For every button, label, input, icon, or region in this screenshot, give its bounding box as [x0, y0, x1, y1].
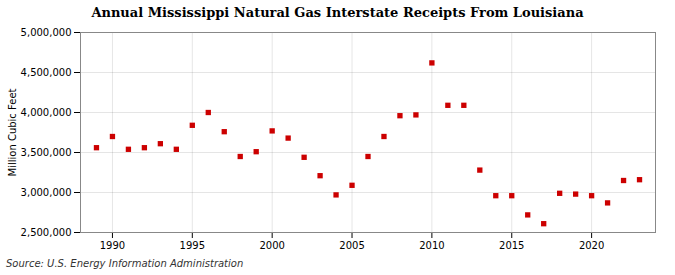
html-text:Source: U.S. Energy Informatio: Source: U.S. Energy Information Administ… — [6, 258, 244, 269]
svg-text:2000: 2000 — [259, 240, 284, 251]
svg-text:1990: 1990 — [100, 240, 125, 251]
svg-text:4,500,000: 4,500,000 — [21, 67, 72, 78]
svg-text:3,000,000: 3,000,000 — [21, 187, 72, 198]
svg-text:5,000,000: 5,000,000 — [21, 27, 72, 38]
svg-text:2005: 2005 — [339, 240, 364, 251]
svg-text:3,500,000: 3,500,000 — [21, 147, 72, 158]
svg-text:2010: 2010 — [419, 240, 444, 251]
svg-text:2,500,000: 2,500,000 — [21, 227, 72, 238]
svg-text:Million Cubic Feet: Million Cubic Feet — [7, 88, 18, 176]
svg-text:2015: 2015 — [499, 240, 524, 251]
svg-text:1995: 1995 — [180, 240, 205, 251]
svg-text:2020: 2020 — [579, 240, 604, 251]
svg-text:4,000,000: 4,000,000 — [21, 107, 72, 118]
html-text:Annual Mississippi Natural Gas: Annual Mississippi Natural Gas Interstat… — [91, 5, 584, 20]
